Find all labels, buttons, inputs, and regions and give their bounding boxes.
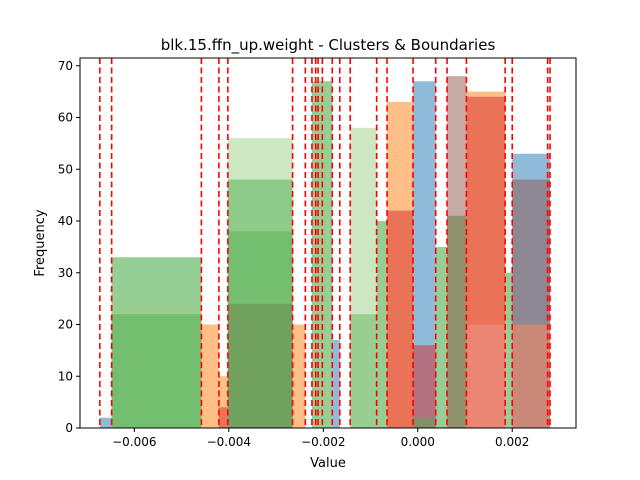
histogram-bar-s2-b2 bbox=[311, 81, 333, 428]
histogram-bar-s1-b0 bbox=[201, 324, 219, 428]
histogram-bar-s2-b7 bbox=[505, 272, 513, 428]
histogram-bar-s7-b0 bbox=[111, 314, 202, 428]
histogram-bar-s0-b1 bbox=[332, 340, 340, 428]
x-tick-label-2: −0.002 bbox=[301, 435, 345, 449]
histogram-bar-s3-b0 bbox=[218, 407, 228, 428]
histogram-bar-s6-b0 bbox=[466, 324, 506, 428]
plot-frame bbox=[79, 57, 577, 429]
histogram-bar-s7-b2 bbox=[413, 417, 436, 428]
cluster-boundaries bbox=[99, 58, 551, 428]
histogram-bar-s0-b0 bbox=[99, 417, 112, 428]
histogram-bar-s7-b1 bbox=[227, 179, 293, 428]
chart-title: blk.15.ffn_up.weight - Clusters & Bounda… bbox=[161, 36, 496, 55]
y-tick-label-7: 70 bbox=[58, 59, 73, 73]
histogram-bar-s6-b1 bbox=[512, 324, 551, 428]
x-tick-label-1: −0.004 bbox=[207, 435, 251, 449]
x-tick-label-4: 0.002 bbox=[495, 435, 529, 449]
histogram-bar-s4-b2 bbox=[350, 127, 377, 428]
x-axis-label: Value bbox=[310, 456, 346, 471]
y-axis-label: Frequency bbox=[33, 209, 48, 276]
y-tick-label-2: 20 bbox=[58, 318, 73, 332]
histogram-bar-s3-b1 bbox=[387, 210, 414, 428]
histogram-bar-s3-b2 bbox=[413, 345, 436, 428]
histogram-bar-s1-b2 bbox=[292, 324, 306, 428]
y-tick-label-0: 0 bbox=[65, 421, 73, 435]
x-tick-label-3: 0.000 bbox=[401, 435, 435, 449]
histogram-bar-s2-b4 bbox=[376, 221, 388, 428]
x-axis-ticks: −0.006 −0.004 −0.002 0.000 0.002 bbox=[112, 428, 529, 449]
histogram-bar-s5-b1 bbox=[447, 76, 467, 429]
y-tick-label-5: 50 bbox=[58, 162, 73, 176]
histogram-bar-s1-b1 bbox=[218, 376, 228, 428]
y-tick-label-6: 60 bbox=[58, 111, 73, 125]
y-tick-label-1: 10 bbox=[58, 369, 73, 383]
y-tick-label-3: 30 bbox=[58, 266, 73, 280]
y-axis-ticks: 0 10 20 30 40 50 60 70 bbox=[58, 59, 80, 435]
x-tick-label-0: −0.006 bbox=[112, 435, 156, 449]
histogram-bar-s2-b5 bbox=[435, 246, 448, 428]
y-tick-label-4: 40 bbox=[58, 214, 73, 228]
histogram-bars bbox=[99, 76, 551, 429]
histogram-bar-s0-b2 bbox=[413, 81, 436, 428]
